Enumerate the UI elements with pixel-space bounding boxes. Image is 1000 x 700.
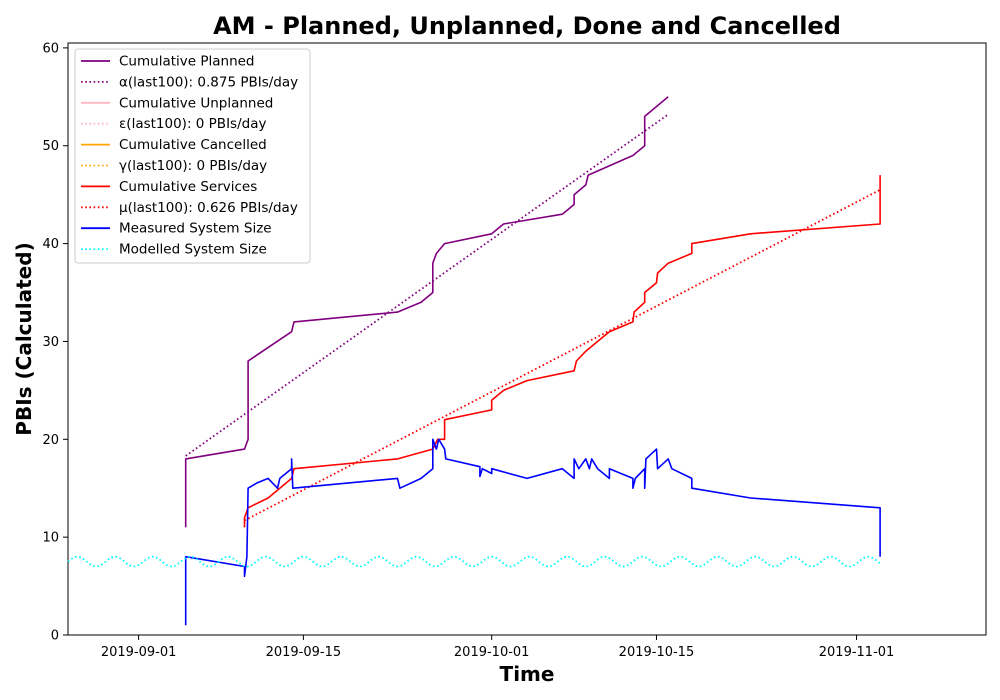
legend-box	[74, 48, 311, 264]
legend-label: Cumulative Planned	[119, 54, 255, 70]
legend-label: Cumulative Services	[119, 179, 257, 195]
series-line-modelled-system-size	[67, 555, 881, 568]
x-tick-label: 2019-10-15	[619, 645, 695, 660]
legend-label: ε(last100): 0 PBIs/day	[119, 116, 266, 132]
x-tick-label: 2019-09-01	[101, 645, 177, 660]
x-tick-label: 2019-11-01	[819, 645, 895, 660]
x-tick-label: 2019-10-01	[454, 645, 530, 660]
legend-label: Cumulative Cancelled	[119, 137, 267, 153]
legend-label: Measured System Size	[119, 221, 272, 237]
legend-label: α(last100): 0.875 PBIs/day	[119, 74, 298, 90]
legend-label: Modelled System Size	[119, 242, 267, 258]
legend-label: μ(last100): 0.626 PBIs/day	[119, 200, 298, 216]
y-tick-label: 60	[42, 41, 59, 56]
series-line-measured-system-size	[184, 438, 881, 626]
y-tick-label: 40	[42, 237, 59, 252]
series-line-last100-0-626-pbis-day	[244, 189, 881, 522]
x-axis-title: Time	[500, 662, 555, 686]
legend-label: Cumulative Unplanned	[119, 95, 273, 111]
series-layer	[67, 96, 881, 626]
y-axis-ticks: 0 10 20 30 40 50 60	[42, 41, 68, 644]
y-tick-label: 10	[42, 531, 59, 546]
y-tick-label: 0	[51, 629, 59, 644]
y-tick-label: 50	[42, 139, 59, 154]
chart-title: AM - Planned, Unplanned, Done and Cancel…	[213, 12, 841, 40]
series-line-last100-0-875-pbis-day	[185, 113, 669, 457]
legend: Cumulative Planned α(last100): 0.875 PBIs…	[74, 48, 311, 264]
y-axis-title: PBIs (Calculated)	[12, 242, 36, 435]
x-axis-ticks: 2019-09-01 2019-09-15 2019-10-01 2019-10-15…	[101, 635, 894, 660]
series-line-cumulative-planned	[184, 96, 669, 528]
y-tick-label: 20	[42, 433, 59, 448]
y-tick-label: 30	[42, 335, 59, 350]
x-tick-label: 2019-09-15	[266, 645, 342, 660]
legend-label: γ(last100): 0 PBIs/day	[119, 158, 267, 174]
